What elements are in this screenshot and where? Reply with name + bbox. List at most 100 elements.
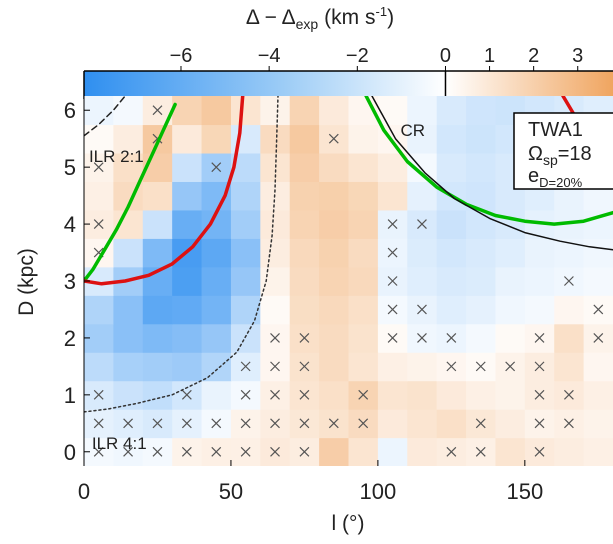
heatmap-cell [230,209,261,239]
heatmap-cell [201,266,232,296]
heatmap-cell [113,352,144,382]
colorbar-tick-label: 1 [484,45,495,67]
heatmap-cell [348,295,379,325]
heatmap-cell [172,209,203,239]
y-tick-label: 0 [64,440,76,465]
heatmap-cell [495,295,526,325]
heatmap-cell [436,295,467,325]
colorbar-positive-gradient [445,71,613,99]
colorbar-title-main: Δ − Δ [246,6,296,29]
masked-cell-marker [387,219,398,230]
heatmap-cell [319,152,350,182]
resonance-curve [84,96,279,413]
heatmap-cell [172,181,203,211]
masked-cell-marker [152,446,163,457]
heatmap-cell [142,238,173,268]
heatmap-cell [260,124,291,154]
x-tick-label: 100 [360,479,397,504]
masked-cell-marker [181,418,192,429]
heatmap-cell [230,96,261,126]
masked-cell-marker [328,418,339,429]
masked-cell-marker [299,361,310,372]
heatmap-cell [436,209,467,239]
heatmap-cell [201,238,232,268]
masked-cell-marker [534,389,545,400]
y-tick-label: 1 [64,383,76,408]
colorbar-tick-label: 0 [440,45,451,67]
masked-cell-marker [387,304,398,315]
heatmap-cell [319,238,350,268]
masked-cell-marker [534,446,545,457]
heatmap-cell [466,124,497,154]
y-axis-label: D (kpc) [15,248,38,316]
heatmap-cell [495,380,526,410]
heatmap-cell [319,437,350,466]
y-tick-label: 2 [64,326,76,351]
heatmap-cell [230,266,261,296]
masked-cell-marker [593,304,604,315]
heatmap-cell [201,124,232,154]
heatmap-cell [407,96,438,126]
heatmap-cell [113,152,144,182]
heatmap-cell [466,295,497,325]
heatmap-cell [583,266,613,296]
heatmap-cell [172,96,203,126]
resonance-label: ILR 2:1 [89,147,144,166]
heatmap-cell [495,238,526,268]
heatmap-cell [466,266,497,296]
heatmap-cell [348,209,379,239]
masked-cell-marker [446,446,457,457]
x-tick-label: 50 [219,479,243,504]
heatmap-cell [583,437,613,466]
heatmap-cell [230,181,261,211]
heatmap-cell [201,323,232,353]
legend-line-3: eD=20% [528,165,583,190]
heatmap-cell [201,96,232,126]
heatmap-cell [348,124,379,154]
heatmap-cell [319,323,350,353]
heatmap-cell [407,352,438,382]
resonance-curve [84,96,245,286]
masked-cell-marker [270,389,280,400]
legend-e-sub: D=20% [539,175,582,190]
masked-cell-marker [299,389,310,400]
resonance-curve [84,96,126,137]
masked-cell-marker [123,446,134,457]
masked-cell-marker [240,418,251,429]
heatmap-cell [377,352,408,382]
heatmap-cell [289,266,320,296]
heatmap-cell [377,409,408,439]
colorbar-title-unit: (km s [324,6,375,29]
masked-cell-marker [152,105,163,116]
masked-cell-marker [534,418,545,429]
heatmap-cell [407,238,438,268]
heatmap-cell [495,437,526,466]
heatmap-cell [348,352,379,382]
heatmap-cell [554,437,585,466]
heatmap-cell [436,409,467,439]
masked-cell-marker [270,418,280,429]
heatmap-cell [377,437,408,466]
masked-cell-marker [123,418,134,429]
heatmap-cell [142,323,173,353]
legend: TWA1 Ωsp=18 eD=20% [513,112,613,190]
colorbar-title: Δ − Δexp (km s-1) [246,4,394,32]
heatmap-cell [260,238,291,268]
x-tick-label: 0 [78,479,90,504]
heatmap-cell [319,209,350,239]
colorbar-negative-gradient [84,71,446,99]
masked-cell-marker [152,418,163,429]
heatmap-cell [172,152,203,182]
heatmap-cell [377,181,408,211]
heatmap-cell [524,295,555,325]
colorbar-title-close: ) [387,6,394,29]
heatmap-cell [436,96,467,126]
resonance-label: CR [400,121,425,140]
masked-cell-marker [240,361,251,372]
masked-cell-marker [93,219,104,230]
heatmap-cell [554,352,585,382]
masked-cell-marker [181,446,192,457]
heatmap-cell [260,266,291,296]
heatmap-cell [348,437,379,466]
